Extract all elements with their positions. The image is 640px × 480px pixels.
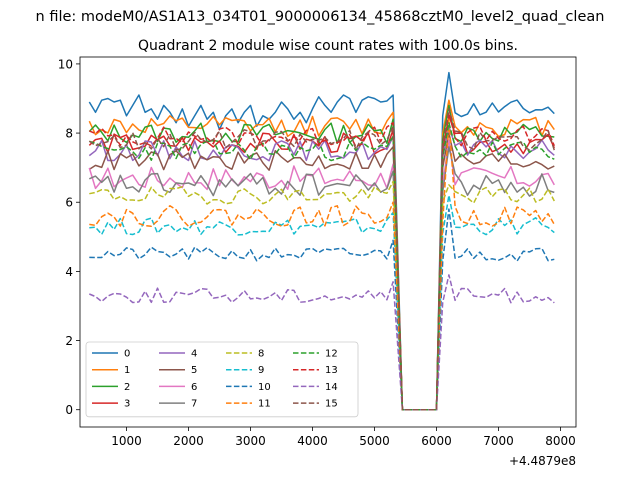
x-tick-label: 3000: [235, 434, 266, 448]
series-line-8: [89, 180, 555, 411]
figure-suptitle: n file: modeM0/AS1A13_034T01_9000006134_…: [36, 9, 605, 25]
series-line-13: [89, 111, 555, 411]
legend-label-9: 9: [258, 365, 264, 376]
x-tick-label: 7000: [483, 434, 514, 448]
series-line-5: [88, 132, 555, 411]
legend-label-14: 14: [325, 382, 338, 393]
series-line-2: [88, 104, 555, 411]
series-line-9: [89, 194, 555, 411]
y-tick-label: 6: [65, 196, 73, 210]
x-tick-label: 2000: [173, 434, 204, 448]
axes-frame: [79, 56, 577, 428]
legend-label-7: 7: [191, 399, 197, 410]
legend-label-15: 15: [325, 399, 338, 410]
series-lines: [88, 71, 556, 411]
series-line-4: [88, 125, 555, 411]
y-tick-label: 8: [65, 127, 73, 141]
series-line-7: [89, 146, 555, 411]
legend-label-5: 5: [191, 365, 197, 376]
x-tick-label: 1000: [111, 434, 142, 448]
x-tick-label: 4000: [297, 434, 328, 448]
legend-label-2: 2: [124, 382, 130, 393]
legend-label-3: 3: [124, 399, 130, 410]
x-offset-label: +4.4879e8: [509, 454, 576, 468]
y-tick-label: 0: [65, 403, 73, 417]
x-tick-label: 5000: [359, 434, 390, 448]
legend-label-1: 1: [124, 365, 130, 376]
series-line-10: [89, 208, 555, 411]
legend-label-0: 0: [124, 349, 130, 360]
plot-area: 1000 2000 3000 4000 5000 6000 7000 8000 0 2 4 6 8 10 0…: [58, 56, 577, 448]
y-tick-label: 2: [65, 334, 73, 348]
legend-label-8: 8: [258, 349, 264, 360]
x-tick-label: 8000: [545, 434, 576, 448]
legend-label-10: 10: [258, 382, 271, 393]
y-tick-label: 4: [65, 265, 73, 279]
series-line-0: [88, 71, 555, 411]
legend-label-4: 4: [191, 349, 197, 360]
series-line-15: [88, 108, 556, 411]
chart-title: Quadrant 2 module wise count rates with …: [138, 38, 518, 54]
legend-label-6: 6: [191, 382, 197, 393]
legend-label-12: 12: [325, 349, 338, 360]
legend-label-13: 13: [325, 365, 338, 376]
series-line-14: [89, 274, 555, 411]
x-tick-label: 6000: [421, 434, 452, 448]
y-tick-label: 10: [58, 57, 73, 71]
series-line-11: [89, 118, 555, 411]
legend-box: [85, 341, 359, 418]
legend-label-11: 11: [258, 399, 271, 410]
